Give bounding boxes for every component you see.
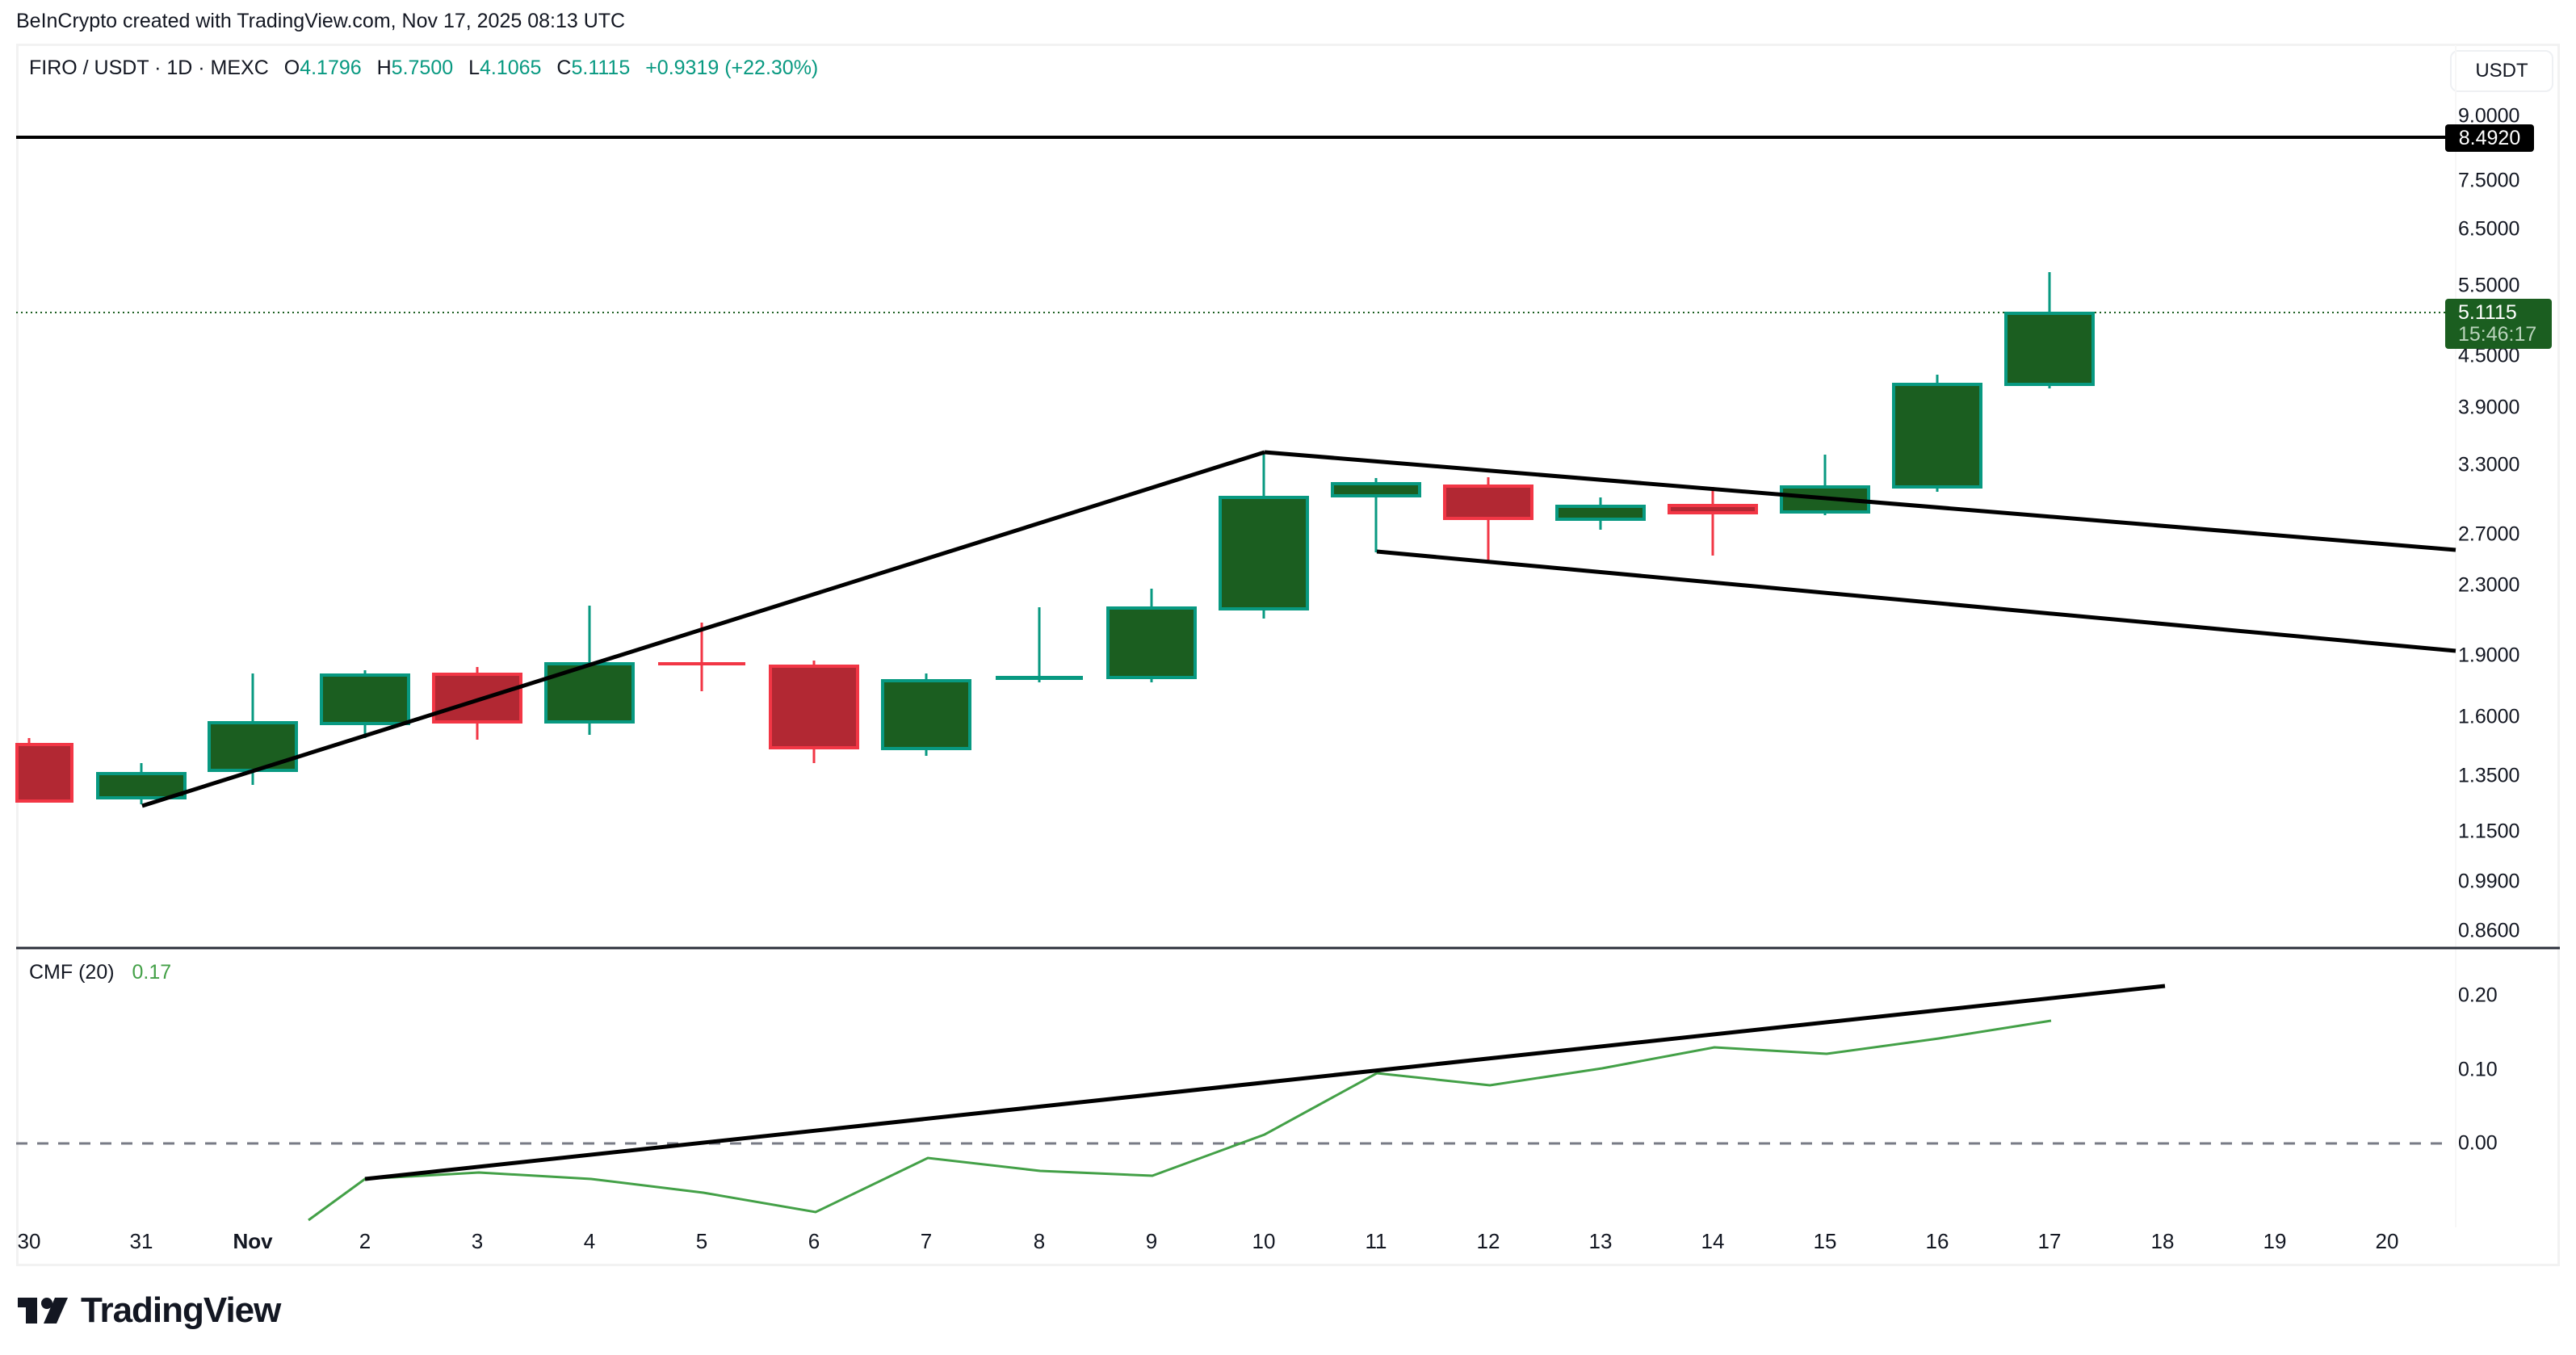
price-tick: 1.9000 bbox=[2458, 644, 2520, 667]
symbol-title[interactable]: FIRO / USDT · 1D · MEXC bbox=[29, 57, 269, 79]
time-tick: 7 bbox=[920, 1229, 933, 1253]
cmf-label: CMF (20) bbox=[29, 961, 115, 984]
time-tick: 19 bbox=[2263, 1229, 2287, 1253]
time-tick: 31 bbox=[129, 1229, 153, 1253]
close-label: C bbox=[556, 57, 572, 79]
price-tick: 1.6000 bbox=[2458, 705, 2520, 728]
tradingview-logo-icon bbox=[18, 1298, 68, 1324]
time-tick: 11 bbox=[1365, 1229, 1387, 1253]
lower-channel-line bbox=[1376, 549, 2456, 653]
price-tick: 5.5000 bbox=[2458, 274, 2520, 297]
currency-button[interactable]: USDT bbox=[2450, 50, 2553, 92]
high-label: H bbox=[376, 57, 392, 79]
time-tick: 18 bbox=[2150, 1229, 2175, 1253]
time-tick: 12 bbox=[1476, 1229, 1500, 1253]
time-tick: 8 bbox=[1033, 1229, 1046, 1253]
high-value: 5.7500 bbox=[391, 57, 454, 79]
time-tick: 9 bbox=[1145, 1229, 1158, 1253]
time-tick-month: Nov bbox=[233, 1229, 273, 1253]
price-tick: 9.0000 bbox=[2458, 104, 2520, 128]
chart-credit: BeInCrypto created with TradingView.com,… bbox=[16, 10, 626, 32]
price-tick: 1.3500 bbox=[2458, 764, 2520, 787]
price-tick: 6.5000 bbox=[2458, 217, 2520, 241]
time-tick: 30 bbox=[17, 1229, 41, 1253]
time-tick: 2 bbox=[359, 1229, 371, 1253]
change-value: +0.9319 (+22.30%) bbox=[645, 57, 819, 79]
low-value: 4.1065 bbox=[480, 57, 542, 79]
ascending-trendline bbox=[141, 450, 1265, 808]
cmf-tick: 0.00 bbox=[2458, 1131, 2498, 1155]
cmf-tick: 0.20 bbox=[2458, 984, 2498, 1007]
chart-frame bbox=[16, 44, 2560, 1266]
time-tick: 4 bbox=[583, 1229, 596, 1253]
open-label: O bbox=[283, 57, 300, 79]
candles bbox=[15, 272, 2095, 804]
time-tick: 10 bbox=[1252, 1229, 1276, 1253]
upper-channel-line bbox=[1264, 450, 2456, 552]
time-tick: 16 bbox=[1925, 1229, 1949, 1253]
cmf-legend[interactable]: CMF (20) 0.17 bbox=[29, 961, 171, 984]
close-value: 5.1115 bbox=[571, 57, 631, 79]
cmf-value: 0.17 bbox=[132, 961, 172, 984]
time-tick: 20 bbox=[2375, 1229, 2399, 1253]
time-tick: 15 bbox=[1813, 1229, 1837, 1253]
bar-countdown: 15:46:17 bbox=[2458, 323, 2537, 346]
resistance-level-badge: 8.4920 bbox=[2445, 124, 2534, 152]
price-tick: 0.8600 bbox=[2458, 919, 2520, 942]
cmf-tick: 0.10 bbox=[2458, 1058, 2498, 1081]
price-tick: 3.9000 bbox=[2458, 396, 2520, 419]
last-price-badge: 5.1115 15:46:17 bbox=[2445, 299, 2552, 349]
price-tick: 3.3000 bbox=[2458, 453, 2520, 476]
low-label: L bbox=[468, 57, 480, 79]
time-tick: 14 bbox=[1701, 1229, 1725, 1253]
time-tick: 6 bbox=[808, 1229, 820, 1253]
price-tick: 1.1500 bbox=[2458, 820, 2520, 843]
time-tick: 5 bbox=[695, 1229, 708, 1253]
price-tick: 7.5000 bbox=[2458, 169, 2520, 192]
symbol-legend: FIRO / USDT · 1D · MEXC O4.1796 H5.7500 … bbox=[29, 57, 818, 80]
tradingview-wordmark: TradingView bbox=[81, 1290, 281, 1330]
cmf-line bbox=[308, 1019, 2052, 1222]
cmf-trendline bbox=[364, 984, 2166, 1181]
tradingview-logo[interactable]: TradingView bbox=[18, 1290, 281, 1331]
price-tick: 2.3000 bbox=[2458, 573, 2520, 597]
time-tick: 17 bbox=[2037, 1229, 2062, 1253]
last-price-value: 5.1115 bbox=[2458, 301, 2517, 324]
price-tick: 0.9900 bbox=[2458, 870, 2520, 893]
open-value: 4.1796 bbox=[300, 57, 362, 79]
time-tick: 3 bbox=[471, 1229, 484, 1253]
time-tick: 13 bbox=[1588, 1229, 1613, 1253]
price-tick: 2.7000 bbox=[2458, 522, 2520, 546]
